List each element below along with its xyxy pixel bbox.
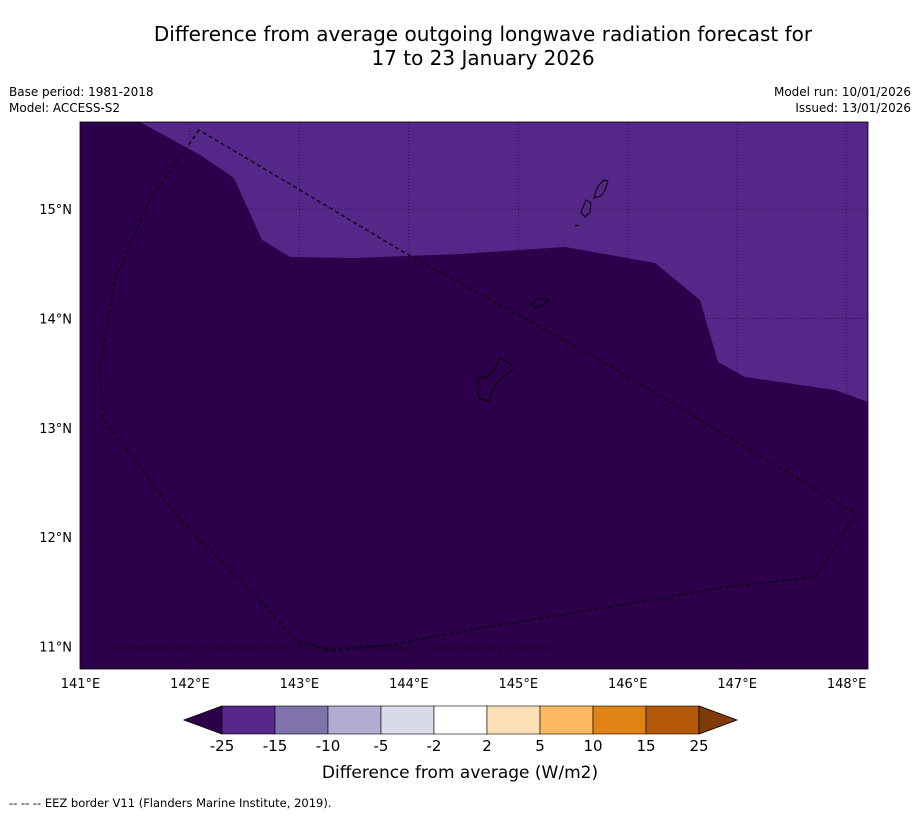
longitude-label: 143°E [280, 677, 320, 692]
colorbar-tick-label: -10 [316, 737, 341, 755]
longitude-label: 141°E [61, 677, 101, 692]
islands [476, 179, 609, 402]
colorbar-extend-low [182, 705, 223, 735]
colorbar-segment [433, 705, 488, 735]
eez-legend-text: -- -- -- EEZ border V11 (Flanders Marine… [9, 796, 332, 810]
colorbar: -25 -15 -10 -5 -2 2 5 10 15 25 [182, 705, 739, 755]
colorbar-segment [274, 705, 329, 735]
colorbar-tick-label: -2 [427, 737, 442, 755]
longitude-label: 144°E [389, 677, 429, 692]
colorbar-segment [645, 705, 700, 735]
colorbar-tick-label: -25 [210, 737, 235, 755]
colorbar-tick-label: -15 [263, 737, 288, 755]
colorbar-segment [592, 705, 647, 735]
base-period-text: Base period: 1981-2018 [9, 85, 154, 99]
latitude-label: 12°N [39, 531, 72, 546]
map-panel: © Commonwealth of Australia 2026, Bureau… [79, 121, 869, 670]
model-run-text: Model run: 10/01/2026 [773, 85, 911, 99]
latitude-label: 14°N [39, 312, 72, 327]
colorbar-segment [221, 705, 276, 735]
longitude-label: 146°E [608, 677, 648, 692]
longitude-label: 147°E [717, 677, 757, 692]
longitude-label: 145°E [499, 677, 539, 692]
model-text: Model: ACCESS-S2 [9, 101, 121, 115]
latitude-labels: 15°N 14°N 13°N 12°N 11°N [39, 203, 72, 656]
longitude-labels: 141°E 142°E 143°E 144°E 145°E 146°E 147°E 148°E [61, 677, 867, 692]
tinian-island [580, 199, 592, 218]
colorbar-segment [327, 705, 382, 735]
colorbar-tick-label: 25 [689, 737, 708, 755]
colorbar-segment [380, 705, 435, 735]
colorbar-tick-label: -5 [374, 737, 389, 755]
colorbar-segment [539, 705, 594, 735]
gridlines [80, 122, 868, 669]
latitude-label: 15°N [39, 203, 72, 218]
anomaly-field-moderate-negative [140, 122, 868, 402]
colorbar-tick-label: 10 [583, 737, 602, 755]
latitude-label: 13°N [39, 422, 72, 437]
copyright-notice: © Commonwealth of Australia 2026, Bureau… [92, 642, 555, 655]
colorbar-tick-label: 15 [636, 737, 655, 755]
colorbar-extend-high [698, 705, 739, 735]
aguijan-island [574, 224, 580, 227]
colorbar-tick-label: 5 [535, 737, 545, 755]
longitude-label: 142°E [170, 677, 210, 692]
guam-island [476, 357, 514, 402]
eez-border [99, 129, 856, 651]
meta-right: Model run: 10/01/2026 Issued: 13/01/2026 [774, 84, 911, 116]
chart-title: Difference from average outgoing longwav… [0, 22, 919, 70]
title-line-2: 17 to 23 January 2026 [371, 46, 595, 70]
colorbar-tick-label: 2 [482, 737, 492, 755]
colorbar-segment [486, 705, 541, 735]
meta-left: Base period: 1981-2018 Model: ACCESS-S2 [9, 84, 154, 116]
longitude-label: 148°E [827, 677, 867, 692]
title-line-1: Difference from average outgoing longwav… [153, 22, 813, 46]
issued-text: Issued: 13/01/2026 [795, 101, 911, 115]
saipan-island [593, 179, 609, 199]
latitude-label: 11°N [39, 641, 72, 656]
map-frame [79, 121, 869, 670]
rota-island [530, 297, 550, 309]
colorbar-label: Difference from average (W/m2) [322, 763, 598, 783]
